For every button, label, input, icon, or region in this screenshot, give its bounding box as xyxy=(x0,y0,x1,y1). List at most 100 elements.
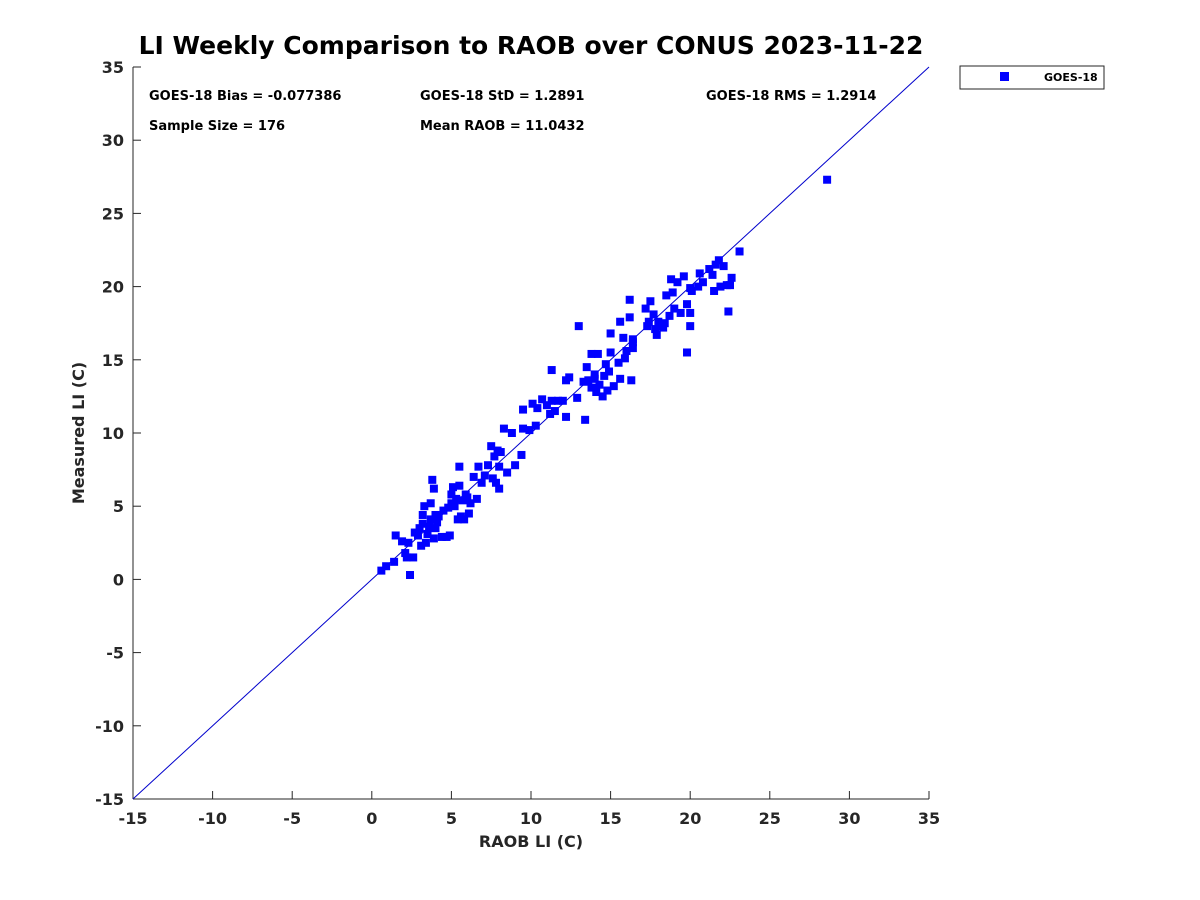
data-point xyxy=(495,462,504,471)
data-point xyxy=(447,490,456,499)
data-point xyxy=(398,537,407,546)
data-point xyxy=(550,407,559,416)
data-point xyxy=(450,502,459,511)
data-point xyxy=(426,515,435,524)
data-point xyxy=(590,374,599,383)
data-point xyxy=(584,376,593,385)
data-point xyxy=(496,448,505,457)
data-point xyxy=(495,484,504,493)
data-point xyxy=(598,392,607,401)
data-point xyxy=(528,399,537,408)
data-point xyxy=(490,452,499,461)
data-point xyxy=(429,484,438,493)
data-point xyxy=(418,519,427,528)
data-point xyxy=(433,518,442,527)
data-point xyxy=(694,282,703,291)
data-point xyxy=(823,175,832,184)
data-point xyxy=(460,515,469,524)
data-point xyxy=(488,474,497,483)
data-point xyxy=(614,358,623,367)
data-point xyxy=(686,308,695,317)
data-point xyxy=(472,494,481,503)
data-point xyxy=(616,374,625,383)
data-point xyxy=(428,475,437,484)
y-tick-label: 0 xyxy=(113,570,124,589)
chart-title: LI Weekly Comparison to RAOB over CONUS … xyxy=(139,31,924,60)
data-point xyxy=(670,304,679,313)
data-point xyxy=(401,549,410,558)
data-point xyxy=(620,354,629,363)
data-point xyxy=(587,383,596,392)
data-point xyxy=(445,531,454,540)
data-point xyxy=(417,541,426,550)
data-point xyxy=(625,313,634,322)
data-point xyxy=(499,424,508,433)
y-tick-label: 30 xyxy=(102,131,124,150)
data-point xyxy=(595,380,604,389)
x-tick-label: 35 xyxy=(918,809,940,828)
data-point xyxy=(686,322,695,331)
data-point xyxy=(605,367,614,376)
data-point xyxy=(423,530,432,539)
data-point xyxy=(562,412,571,421)
data-point xyxy=(676,308,685,317)
data-point xyxy=(592,388,601,397)
data-point xyxy=(452,494,461,503)
data-point xyxy=(590,370,599,379)
data-point xyxy=(609,382,618,391)
data-point xyxy=(434,512,443,521)
data-point xyxy=(458,496,467,505)
data-point xyxy=(531,421,540,430)
y-tick-label: 25 xyxy=(102,204,124,223)
data-point xyxy=(444,503,453,512)
y-tick-label: 10 xyxy=(102,424,124,443)
data-point xyxy=(651,325,660,334)
y-tick-label: -10 xyxy=(95,717,124,736)
x-axis-ticks: -15 -10 -5 0 5 10 15 20 25 30 35 xyxy=(119,791,940,828)
data-point xyxy=(477,478,486,487)
data-point xyxy=(538,395,547,404)
data-point xyxy=(687,286,696,295)
data-point xyxy=(464,509,473,518)
data-point xyxy=(641,304,650,313)
data-point xyxy=(466,499,475,508)
data-point xyxy=(409,553,418,562)
data-point xyxy=(525,426,534,435)
x-tick-label: -5 xyxy=(283,809,301,828)
data-point xyxy=(546,409,555,418)
data-point xyxy=(511,461,520,470)
data-point xyxy=(507,429,516,437)
data-point xyxy=(519,405,528,414)
x-tick-label: 30 xyxy=(838,809,860,828)
data-point xyxy=(565,373,574,382)
y-axis-ticks: -15 -10 -5 0 5 10 15 20 25 30 35 xyxy=(95,58,141,809)
data-point xyxy=(606,348,615,357)
data-point xyxy=(643,322,652,331)
data-point xyxy=(627,376,636,385)
x-tick-label: 0 xyxy=(366,809,377,828)
x-tick-label: 5 xyxy=(446,809,457,828)
data-point xyxy=(601,360,610,369)
data-point xyxy=(439,506,448,515)
data-point xyxy=(558,396,567,405)
data-point xyxy=(426,499,435,508)
data-point xyxy=(418,510,427,519)
data-point xyxy=(429,534,438,543)
data-point xyxy=(668,288,677,297)
data-point xyxy=(391,531,400,540)
x-axis-label: RAOB LI (C) xyxy=(479,832,583,851)
data-point xyxy=(646,297,655,306)
data-point xyxy=(654,317,663,326)
data-point xyxy=(587,349,596,358)
data-point xyxy=(735,247,744,256)
legend: GOES-18 xyxy=(959,65,1105,90)
data-point xyxy=(519,424,528,433)
data-point xyxy=(579,377,588,386)
data-point xyxy=(402,553,411,562)
x-tick-label: 20 xyxy=(679,809,701,828)
data-point xyxy=(679,272,688,281)
data-point xyxy=(547,396,556,405)
data-point xyxy=(421,538,430,547)
data-point xyxy=(673,278,682,287)
stat-mean-raob: Mean RAOB = 11.0432 xyxy=(420,119,585,134)
